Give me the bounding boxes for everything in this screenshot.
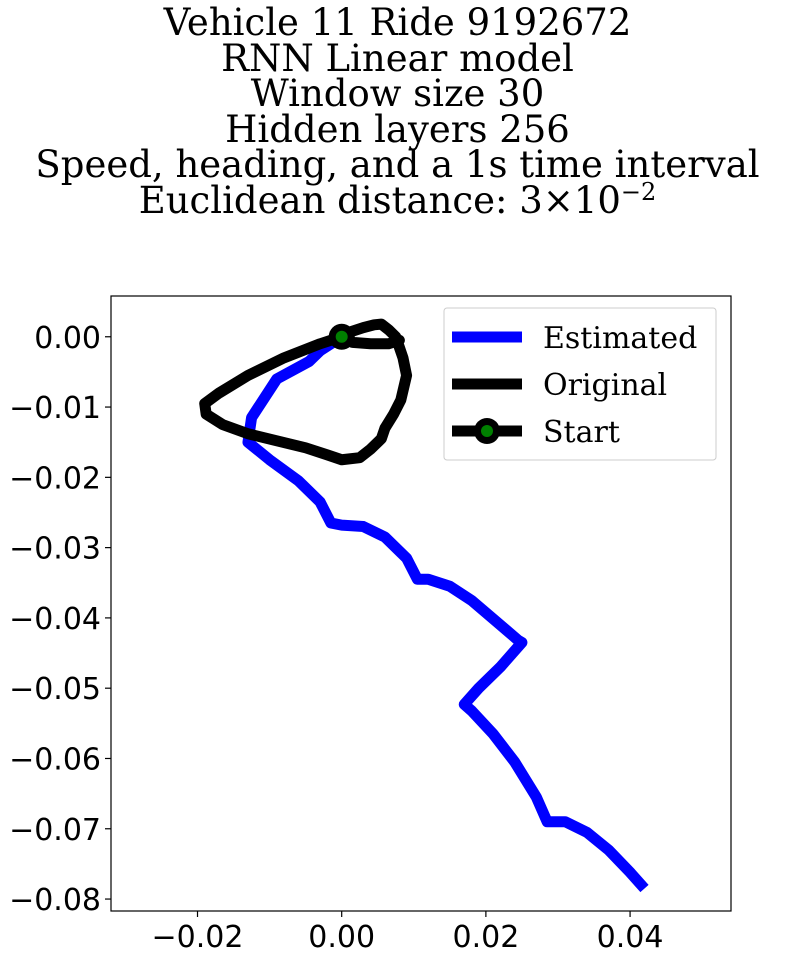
legend-box — [443, 307, 717, 461]
x-tick-label: −0.02 — [152, 920, 244, 955]
x-axis: −0.02 0.00 0.02 0.04 — [152, 911, 664, 955]
y-tick-label: −0.07 — [9, 813, 101, 848]
y-tick-label: −0.02 — [9, 461, 101, 496]
series-estimated-line — [242, 332, 649, 893]
title-line-hidden: Hidden layers 256 — [225, 107, 570, 151]
y-axis: 0.00 −0.01 −0.02 −0.03 −0.04 −0.05 −0.06 −0.07 −… — [9, 321, 111, 918]
start-marker-inner — [335, 330, 348, 343]
x-tick-label: 0.00 — [308, 920, 375, 955]
y-tick-label: 0.00 — [34, 321, 101, 356]
y-tick-label: −0.08 — [9, 883, 101, 918]
title-line-window: Window size 30 — [250, 72, 545, 115]
x-tick-label: 0.04 — [597, 920, 664, 955]
series-original-line — [199, 318, 413, 466]
legend-label: Start — [543, 415, 620, 450]
title-line-model: RNN Linear model — [221, 36, 574, 80]
title-line-features: Speed, heading, and a 1s time interval — [35, 143, 760, 186]
y-tick-label: −0.06 — [9, 742, 101, 777]
legend: Estimated Original Start — [443, 307, 717, 461]
title-line-vehicle: Vehicle 11 Ride 9192672 — [163, 1, 632, 44]
title-line-distance: Euclidean distance: 3×10−2 — [0, 180, 795, 219]
chart-title: Vehicle 11 Ride 9192672 RNN Linear model… — [0, 0, 795, 218]
legend-label: Original — [543, 368, 667, 403]
legend-label: Estimated — [543, 321, 697, 356]
plot-frame — [110, 295, 732, 912]
title-distance-exponent: −2 — [620, 177, 657, 206]
y-tick-label: −0.01 — [9, 391, 101, 426]
plot-lines — [199, 318, 649, 893]
y-tick-label: −0.04 — [9, 602, 101, 637]
x-tick-label: 0.02 — [452, 920, 519, 955]
title-distance-prefix: Euclidean distance: 3×10 — [138, 178, 621, 222]
y-tick-label: −0.05 — [9, 672, 101, 707]
y-tick-label: −0.03 — [9, 532, 101, 567]
legend-start-marker-inner — [481, 425, 493, 437]
